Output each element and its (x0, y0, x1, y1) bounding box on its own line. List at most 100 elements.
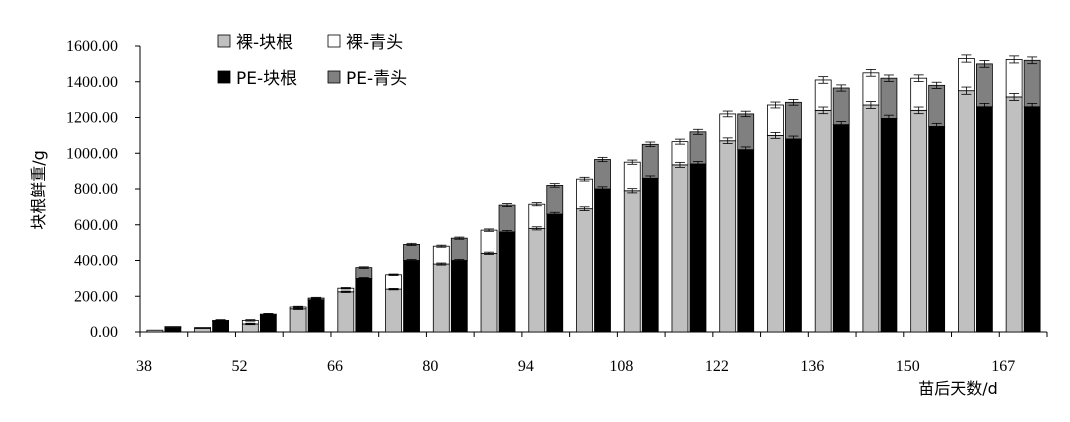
pe-top-bar (641, 143, 659, 179)
pe-top-bar (403, 244, 420, 261)
naked-top-bar (910, 77, 928, 111)
x-tick-label: 80 (422, 358, 438, 375)
naked-root-bar (623, 190, 641, 333)
pe-top-bar (737, 113, 755, 151)
y-tick-label: 0.00 (90, 324, 118, 341)
legend-label-pe-top: PE-青头 (346, 69, 407, 89)
naked-root-bar (241, 323, 259, 333)
x-axis-label: 苗后天数/d (918, 379, 998, 398)
naked-root-bar (194, 328, 212, 333)
naked-root-bar (814, 109, 832, 333)
pe-top-bar (880, 77, 898, 119)
y-tick-label: 800.00 (74, 181, 118, 198)
pe-top-bar (975, 63, 993, 108)
pe-root-bar (832, 124, 850, 333)
x-tick-label: 38 (136, 358, 152, 375)
x-tick-label: 94 (518, 358, 534, 375)
pe-top-bar (594, 159, 611, 190)
naked-root-bar (767, 134, 784, 333)
pe-root-bar (403, 260, 420, 333)
pe-root-bar (737, 149, 755, 333)
pe-root-bar (641, 177, 659, 333)
naked-root-bar (528, 227, 546, 333)
naked-root-bar (957, 90, 975, 333)
naked-root-bar (289, 308, 307, 333)
y-tick-label: 600.00 (74, 217, 118, 234)
pe-top-bar (1023, 59, 1041, 108)
legend-swatch-pe-root (217, 70, 231, 84)
y-axis-label: 块根鲜重/g (29, 150, 48, 230)
pe-top-bar (355, 267, 373, 279)
pe-root-bar (307, 299, 325, 333)
legend-label-pe-root: PE-块根 (236, 69, 297, 89)
x-tick-label: 122 (705, 358, 729, 375)
pe-top-bar (164, 326, 182, 328)
naked-root-bar (862, 104, 880, 333)
naked-top-bar (385, 274, 402, 290)
naked-top-bar (480, 229, 498, 254)
naked-top-bar (194, 327, 212, 329)
x-tick-label: 108 (609, 358, 633, 375)
x-tick-label: 150 (896, 358, 920, 375)
naked-top-bar (432, 245, 450, 265)
pe-root-bar (546, 213, 564, 333)
legend-swatch-naked-top (327, 34, 341, 48)
naked-root-bar (480, 252, 498, 333)
x-tick-label: 66 (327, 358, 343, 375)
naked-root-bar (337, 291, 355, 333)
pe-top-bar (785, 101, 802, 140)
naked-top-bar (1005, 59, 1023, 98)
pe-top-bar (546, 185, 564, 215)
pe-root-bar (355, 277, 373, 333)
naked-top-bar (671, 141, 689, 166)
y-tick-label: 200.00 (74, 288, 118, 305)
naked-top-bar (623, 161, 641, 192)
legend-label-naked-top: 裸-青头 (346, 33, 403, 53)
pe-top-bar (450, 237, 468, 261)
legend-label-naked-root: 裸-块根 (236, 33, 293, 53)
naked-root-bar (576, 208, 593, 333)
naked-top-bar (528, 203, 546, 229)
naked-top-bar (719, 113, 737, 142)
pe-root-bar (689, 163, 707, 333)
y-tick-label: 1200.00 (66, 110, 118, 127)
legend: 裸-块根 裸-青头 PE-块根 PE-青头 (217, 33, 407, 89)
x-tick-label: 136 (800, 358, 824, 375)
x-tick-label: 52 (231, 358, 247, 375)
pe-root-bar (928, 126, 946, 333)
pe-top-bar (832, 87, 850, 126)
pe-root-bar (1023, 106, 1041, 333)
pe-top-bar (689, 131, 707, 165)
pe-root-bar (164, 327, 182, 333)
pe-root-bar (975, 106, 993, 333)
pe-root-bar (259, 314, 277, 333)
pe-root-bar (212, 320, 230, 333)
naked-top-bar (814, 79, 832, 111)
y-tick-label: 400.00 (74, 253, 118, 270)
naked-top-bar (767, 104, 784, 136)
legend-swatch-naked-root (217, 34, 231, 48)
bars (146, 54, 1041, 333)
naked-root-bar (671, 164, 689, 333)
y-tick-label: 1400.00 (66, 74, 118, 91)
pe-root-bar (785, 138, 802, 333)
pe-top-bar (928, 84, 946, 127)
y-tick-label: 1600.00 (66, 38, 118, 55)
naked-top-bar (576, 178, 593, 210)
pe-root-bar (594, 188, 611, 333)
x-tick-label: 167 (991, 358, 1015, 375)
pe-root-bar (450, 260, 468, 333)
y-tick-label: 1000.00 (66, 145, 118, 162)
naked-root-bar (385, 288, 402, 333)
naked-root-bar (146, 329, 164, 333)
pe-root-bar (498, 231, 516, 333)
naked-top-bar (862, 72, 880, 106)
naked-root-bar (1005, 96, 1023, 333)
tick-labels: 0.00 200.00 400.00 600.00 800.00 1000.00 1200.… (66, 38, 1015, 375)
naked-root-bar (719, 140, 737, 333)
pe-root-bar (880, 117, 898, 333)
naked-root-bar (910, 109, 928, 333)
naked-root-bar (432, 263, 450, 333)
naked-top-bar (957, 58, 975, 92)
